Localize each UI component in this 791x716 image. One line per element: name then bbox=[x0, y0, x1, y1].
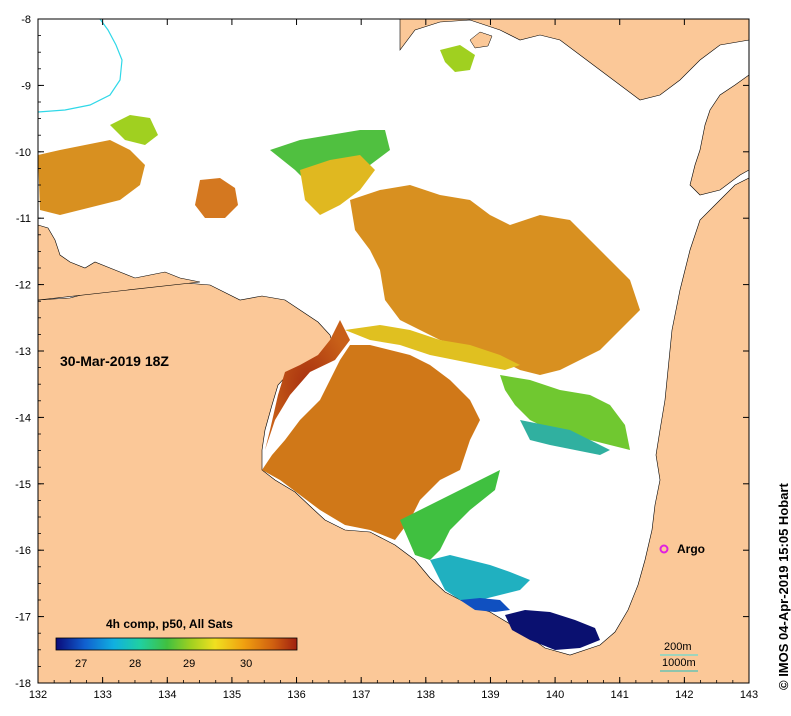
lon-tick-label: 133 bbox=[93, 689, 111, 701]
sst-south-blue bbox=[460, 598, 510, 612]
longitude-axis: 132 133 134 135 136 137 138 139 140 141 142 143 bbox=[29, 19, 758, 701]
credit-label: © IMOS 04-Apr-2019 15:05 Hobart bbox=[776, 483, 791, 690]
lat-tick-label: -11 bbox=[16, 213, 31, 225]
colorbar: 4h comp, p50, All Sats 27 28 29 30 bbox=[55, 617, 298, 670]
lon-tick-label: 142 bbox=[675, 689, 693, 701]
bathy-200-label: 200m bbox=[664, 641, 692, 653]
sst-nw-green bbox=[110, 115, 158, 145]
sst-south-teal bbox=[430, 555, 530, 600]
lat-tick-label: -15 bbox=[15, 479, 31, 491]
lat-tick-label: -12 bbox=[15, 280, 31, 292]
lat-tick-label: -14 bbox=[15, 412, 31, 424]
colorbar-label-28: 28 bbox=[129, 658, 141, 670]
colorbar-title: 4h comp, p50, All Sats bbox=[106, 617, 233, 631]
land-island-torres bbox=[469, 31, 493, 49]
lon-tick-label: 140 bbox=[546, 689, 564, 701]
sst-teal-east bbox=[520, 420, 610, 455]
lon-tick-label: 138 bbox=[417, 689, 435, 701]
sst-central-orange bbox=[262, 345, 480, 540]
sst-gulf-deep bbox=[505, 610, 600, 650]
lon-tick-label: 135 bbox=[223, 689, 241, 701]
lat-tick-label: -13 bbox=[15, 346, 31, 358]
lat-tick-label: -16 bbox=[15, 545, 31, 557]
lon-tick-label: 143 bbox=[740, 689, 758, 701]
lat-tick-label: -18 bbox=[15, 678, 31, 690]
argo-label: Argo bbox=[677, 542, 705, 556]
land-west-coast bbox=[37, 224, 201, 301]
bathymetry-legend: 200m 1000m bbox=[660, 641, 698, 672]
lat-tick-label: -9 bbox=[21, 80, 31, 92]
land-layer bbox=[37, 18, 750, 684]
colorbar-label-30: 30 bbox=[240, 658, 252, 670]
lon-tick-label: 137 bbox=[352, 689, 370, 701]
bathy-1000-label: 1000m bbox=[662, 657, 696, 669]
lat-tick-label: -17 bbox=[15, 612, 31, 624]
lon-tick-label: 132 bbox=[29, 689, 47, 701]
lon-tick-label: 139 bbox=[481, 689, 499, 701]
lon-tick-label: 136 bbox=[287, 689, 305, 701]
lat-tick-label: -10 bbox=[15, 147, 31, 159]
lon-tick-label: 134 bbox=[158, 689, 176, 701]
argo-marker[interactable]: Argo bbox=[659, 542, 706, 556]
sst-ring-orange bbox=[195, 178, 238, 218]
colorbar-label-27: 27 bbox=[75, 658, 87, 670]
land-northern-territory bbox=[37, 177, 750, 684]
river-line bbox=[37, 18, 123, 113]
sst-north-yellow bbox=[300, 155, 375, 215]
sst-top-green bbox=[440, 45, 475, 72]
lat-tick-label: -8 bbox=[21, 14, 31, 26]
sst-mid-orange bbox=[350, 185, 640, 375]
sst-nw-patch bbox=[38, 140, 145, 215]
land-cape-york bbox=[689, 19, 750, 196]
argo-icon bbox=[659, 544, 669, 554]
sst-warm-pool bbox=[265, 320, 350, 450]
sst-data-layer bbox=[38, 45, 640, 650]
latitude-axis: -8 -9 -10 -11 -12 -13 -14 -15 -16 -17 -18 bbox=[15, 14, 749, 690]
land-new-guinea bbox=[399, 18, 750, 101]
colorbar-gradient bbox=[55, 637, 298, 651]
lon-tick-label: 141 bbox=[611, 689, 629, 701]
colorbar-label-29: 29 bbox=[183, 658, 195, 670]
timestamp-label: 30-Mar-2019 18Z bbox=[60, 353, 169, 369]
sst-yellow-band bbox=[345, 325, 520, 370]
sst-green-east bbox=[500, 375, 630, 450]
sst-south-green bbox=[400, 470, 500, 560]
